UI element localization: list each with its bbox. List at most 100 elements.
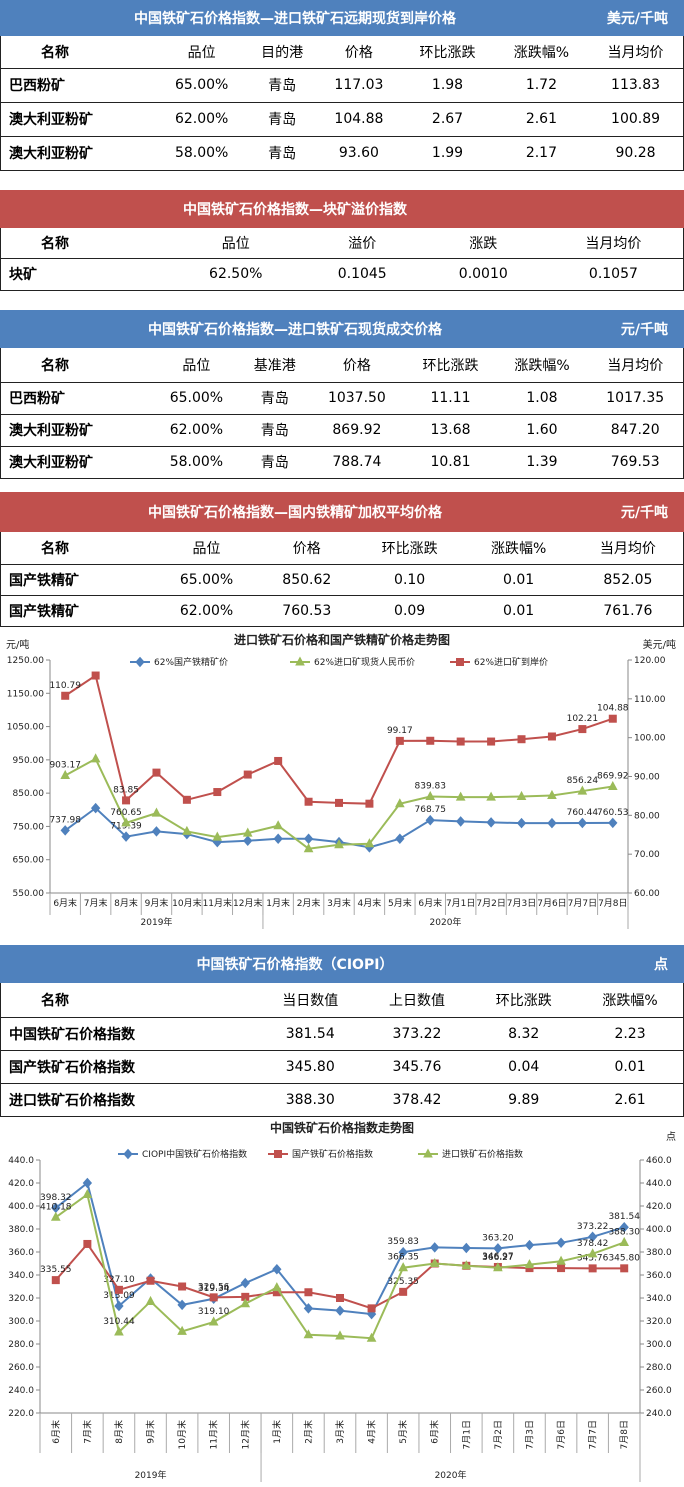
table-block: 中国铁矿石价格指数—国内铁精矿加权平均价格 元/千吨 名称 品位 价格 环比涨跌 涨跌幅% 当… xyxy=(0,492,684,627)
data-point xyxy=(587,1248,598,1258)
row: 进口铁矿石价格指数 388.30 378.42 9.89 2.61 xyxy=(0,1083,684,1117)
x-tick-label: 7月3日 xyxy=(524,1420,535,1449)
data-point xyxy=(272,1282,282,1292)
y2-axis-label: 点 xyxy=(666,1131,676,1143)
header-cell: 当月均价 xyxy=(543,228,684,259)
y-axis-label: 元/吨 xyxy=(6,638,29,651)
title-bar: 中国铁矿石价格指数—进口铁矿石现货成交价格 元/千吨 xyxy=(0,310,684,348)
data-point xyxy=(208,1316,219,1326)
data-label: 359.83 xyxy=(387,1237,419,1247)
row: 澳大利亚粉矿 62.00% 青岛 869.92 13.68 1.60 847.20 xyxy=(0,414,684,447)
cell: 青岛 xyxy=(246,136,318,171)
data-label: 903.17 xyxy=(49,760,81,770)
cell: 0.01 xyxy=(577,1050,684,1084)
row: 国产铁精矿 62.00% 760.53 0.09 0.01 761.76 xyxy=(0,595,684,627)
cell: 113.83 xyxy=(588,68,684,103)
data-point xyxy=(557,1264,566,1273)
y2-tick-label: 440.0 xyxy=(646,1179,672,1189)
data-point xyxy=(608,817,618,829)
data-point xyxy=(367,1304,376,1313)
cell: 10.81 xyxy=(404,446,497,479)
header-cell: 涨跌 xyxy=(422,228,544,259)
x-tick-label: 12月末 xyxy=(239,1420,251,1449)
data-point xyxy=(398,1246,408,1258)
cell: 0.01 xyxy=(464,564,573,596)
legend-marker xyxy=(274,1150,282,1158)
data-point xyxy=(366,1332,377,1342)
data-point xyxy=(619,1236,630,1246)
y-tick-label: 220.0 xyxy=(8,1409,34,1419)
x-group-label: 2020年 xyxy=(430,916,462,928)
cell: 850.62 xyxy=(258,564,355,596)
data-point xyxy=(90,802,101,814)
data-label: 345.76 xyxy=(577,1253,609,1263)
x-tick-label: 1月末 xyxy=(271,1420,283,1444)
cell: 青岛 xyxy=(240,446,310,479)
table-title: 中国铁矿石价格指数—进口铁矿石现货成交价格 xyxy=(148,322,442,338)
cell: 巴西粉矿 xyxy=(0,68,157,103)
table-block: 中国铁矿石价格指数—块矿溢价指数 名称 品位 溢价 涨跌 当月均价 块矿 62.50% 0.10… xyxy=(0,190,684,291)
data-point xyxy=(398,1262,408,1272)
data-point xyxy=(335,1330,345,1340)
x-tick-label: 3月末 xyxy=(327,897,351,909)
x-tick-label: 5月末 xyxy=(388,897,412,909)
cell: 0.1057 xyxy=(543,258,684,291)
row: 国产铁矿石价格指数 345.80 345.76 0.04 0.01 xyxy=(0,1050,684,1084)
cell: 1.60 xyxy=(496,414,588,447)
data-point xyxy=(60,769,71,779)
cell: 块矿 xyxy=(0,258,170,291)
x-tick-label: 4月末 xyxy=(366,1420,378,1444)
x-tick-label: 5月末 xyxy=(397,1420,409,1444)
cell: 0.04 xyxy=(470,1050,578,1084)
data-label: 346.97 xyxy=(482,1252,514,1262)
data-point xyxy=(577,785,588,795)
data-label: 869.92 xyxy=(597,772,629,782)
x-tick-label: 12月末 xyxy=(233,897,262,909)
cell: 青岛 xyxy=(240,414,310,447)
x-tick-label: 7月1日 xyxy=(461,1420,472,1449)
y-tick-label: 320.0 xyxy=(8,1294,34,1304)
chart-title: 进口铁矿石价格和国产铁精矿价格走势图 xyxy=(234,632,450,647)
header-cell: 当月均价 xyxy=(587,348,684,383)
y-tick-label: 650.00 xyxy=(13,856,45,866)
table: 名称 品位 价格 环比涨跌 涨跌幅% 当月均价 国产铁精矿 65.00% 850.62 0.10 0… xyxy=(0,532,684,627)
data-point xyxy=(456,737,465,746)
y-tick-label: 240.0 xyxy=(8,1386,34,1396)
data-label: 388.30 xyxy=(608,1227,640,1237)
header-row: 名称 品位 价格 环比涨跌 涨跌幅% 当月均价 xyxy=(0,532,684,565)
x-group-label: 2019年 xyxy=(135,1469,167,1481)
data-point xyxy=(608,714,617,723)
data-point xyxy=(273,833,283,844)
data-point xyxy=(82,1177,93,1189)
cell: 62.00% xyxy=(154,595,259,627)
title-bar: 中国铁矿石价格指数—进口铁矿石远期现货到岸价格 美元/千吨 xyxy=(0,0,684,36)
x-tick-label: 6月末 xyxy=(418,897,442,909)
cell: 761.76 xyxy=(572,595,684,627)
cell: 58.00% xyxy=(152,446,241,479)
y2-tick-label: 400.0 xyxy=(646,1225,672,1235)
data-label: 381.54 xyxy=(608,1212,640,1222)
cell: 9.89 xyxy=(470,1083,578,1117)
data-point xyxy=(91,671,100,680)
x-tick-label: 1月末 xyxy=(266,897,290,909)
legend-label: 62%进口矿到岸价 xyxy=(474,656,548,668)
header-cell: 溢价 xyxy=(301,228,423,259)
data-point xyxy=(487,737,496,746)
y2-tick-label: 100.00 xyxy=(634,734,666,744)
x-tick-label: 7月2日 xyxy=(476,898,505,909)
header-cell: 品位 xyxy=(152,348,241,383)
data-point xyxy=(399,1287,408,1296)
legend-label: CIOPI中国铁矿石价格指数 xyxy=(142,1148,247,1160)
x-tick-label: 10月末 xyxy=(176,1420,188,1449)
data-point xyxy=(177,1325,187,1335)
row: 澳大利亚粉矿 58.00% 青岛 788.74 10.81 1.39 769.53 xyxy=(0,446,684,479)
data-label: 363.20 xyxy=(482,1233,514,1243)
row: 巴西粉矿 65.00% 青岛 117.03 1.98 1.72 113.83 xyxy=(0,68,684,103)
data-point xyxy=(177,1299,187,1311)
table: 名称 品位 目的港 价格 环比涨跌 涨跌幅% 当月均价 巴西粉矿 65.00% 青岛 117.03 1… xyxy=(0,36,684,171)
y2-tick-label: 460.0 xyxy=(646,1156,672,1166)
data-point xyxy=(303,833,314,844)
cell: 65.00% xyxy=(152,382,241,415)
data-point xyxy=(426,736,435,745)
